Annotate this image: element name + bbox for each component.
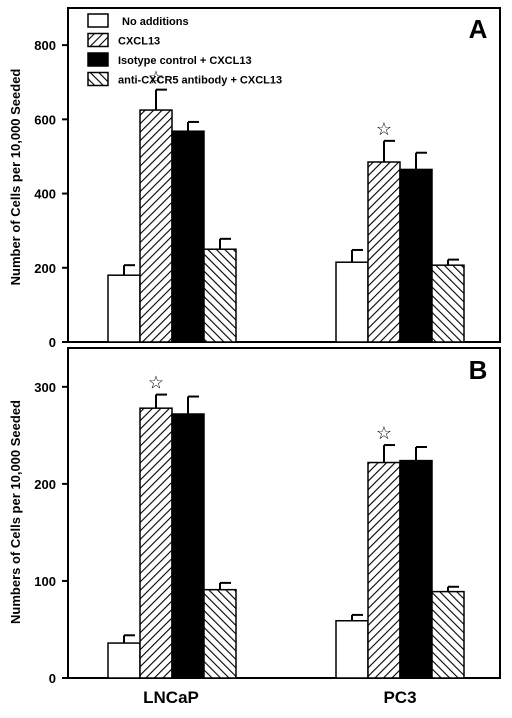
- bar-pc3-series-3: [399, 459, 433, 679]
- panel-a-frame: [67, 7, 501, 343]
- bar-pc3-series-4: [431, 264, 465, 343]
- legend-entry-label: anti-CXCR5 antibody + CXCL13: [118, 75, 282, 87]
- bar-pc3-series-1: [335, 619, 369, 679]
- y-tick-label: 200: [34, 261, 56, 276]
- legend-entry-label: Isotype control + CXCL13: [118, 55, 252, 67]
- y-tick-label: 100: [34, 574, 56, 589]
- bar-lncap-series-1: [107, 642, 141, 679]
- significance-star-icon: ☆: [376, 423, 392, 443]
- y-tick-label: 0: [49, 671, 56, 686]
- y-tick-label: 600: [34, 112, 56, 127]
- panel-b-y-axis-title: Numbers of Cells per 10,000 Seeded: [8, 400, 23, 624]
- bar-pc3-series-1: [335, 261, 369, 343]
- bar-pc3-series-2: [367, 161, 401, 343]
- legend-swatch: [87, 52, 109, 67]
- bar-lncap-series-3: [171, 413, 205, 679]
- bar-pc3-series-4: [431, 590, 465, 679]
- bar-lncap-series-4: [203, 588, 237, 679]
- legend-swatch: [87, 32, 109, 48]
- panel-a-label: A: [469, 14, 488, 44]
- y-tick-label: 0: [49, 335, 56, 350]
- panel-a-legend: No additions CXCL13 Isotype control + CXCL…: [87, 13, 282, 87]
- legend-swatch: [87, 13, 109, 28]
- panel-b-frame: [67, 347, 501, 679]
- panel-a: A Number of Cells per 10,000 Seeded 0 200…: [8, 7, 501, 350]
- y-tick-label: 200: [34, 477, 56, 492]
- panel-b: B Numbers of Cells per 10,000 Seeded 0 10…: [8, 347, 501, 686]
- legend-entry-label: CXCL13: [118, 36, 160, 48]
- panel-a-y-axis-title: Number of Cells per 10,000 Seeded: [8, 69, 23, 286]
- legend-entry-label: No additions: [122, 16, 189, 28]
- bar-lncap-series-2: [139, 109, 173, 343]
- bar-pc3-series-3: [399, 168, 433, 343]
- y-tick-label: 400: [34, 187, 56, 202]
- significance-star-icon: ☆: [148, 68, 164, 88]
- legend-swatch: [87, 71, 109, 87]
- category-label-pc3: PC3: [383, 688, 416, 707]
- category-label-lncap: LNCaP: [143, 688, 199, 707]
- bar-lncap-series-4: [203, 248, 237, 343]
- y-tick-label: 800: [34, 38, 56, 53]
- bar-lncap-series-2: [139, 407, 173, 679]
- bar-pc3-series-2: [367, 461, 401, 679]
- significance-star-icon: ☆: [148, 373, 164, 393]
- panel-b-label: B: [469, 355, 488, 385]
- significance-star-icon: ☆: [376, 119, 392, 139]
- y-tick-label: 300: [34, 380, 56, 395]
- bar-lncap-series-1: [107, 274, 141, 343]
- bar-lncap-series-3: [171, 130, 205, 343]
